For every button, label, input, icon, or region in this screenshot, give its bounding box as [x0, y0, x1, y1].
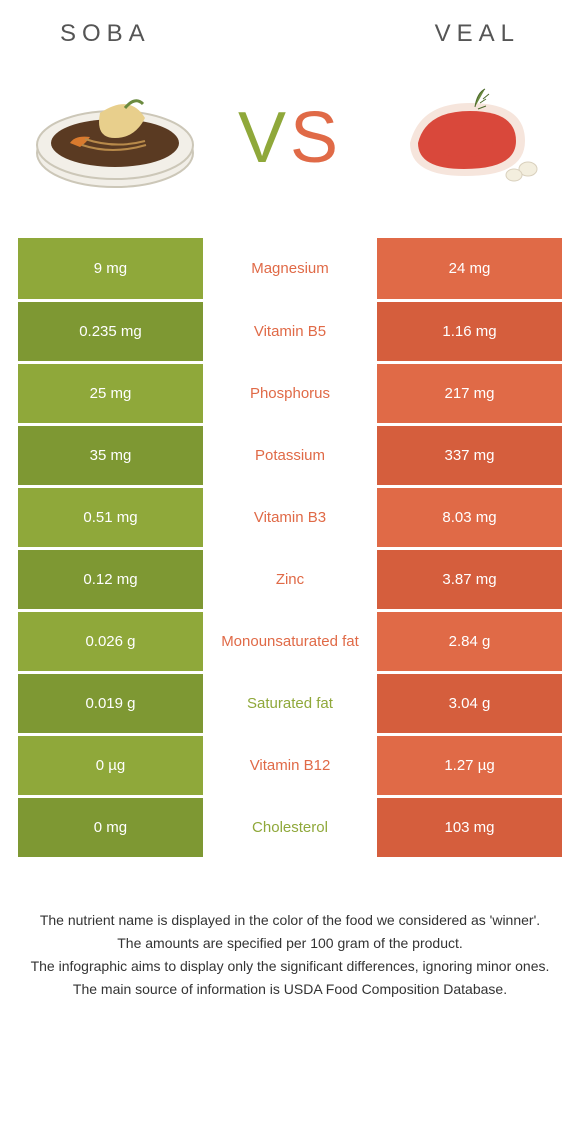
- veal-steak-icon: [380, 73, 550, 203]
- table-row: 0.12 mgZinc3.87 mg: [18, 548, 562, 610]
- soba-value-cell: 0.12 mg: [18, 548, 203, 610]
- veal-value-cell: 3.87 mg: [377, 548, 562, 610]
- veal-value-cell: 24 mg: [377, 238, 562, 300]
- soba-bowl-icon: [30, 73, 200, 203]
- nutrient-name-cell: Monounsaturated fat: [203, 610, 377, 672]
- soba-value-cell: 9 mg: [18, 238, 203, 300]
- footer-line-2: The amounts are specified per 100 gram o…: [30, 933, 550, 954]
- veal-value-cell: 1.27 µg: [377, 734, 562, 796]
- table-row: 0.019 gSaturated fat3.04 g: [18, 672, 562, 734]
- footer-notes: The nutrient name is displayed in the co…: [0, 860, 580, 1022]
- table-row: 0.026 gMonounsaturated fat2.84 g: [18, 610, 562, 672]
- table-row: 0.235 mgVitamin B51.16 mg: [18, 300, 562, 362]
- table-row: 0 mgCholesterol103 mg: [18, 796, 562, 858]
- footer-line-1: The nutrient name is displayed in the co…: [30, 910, 550, 931]
- veal-image: [380, 73, 550, 203]
- nutrient-name-cell: Phosphorus: [203, 362, 377, 424]
- soba-value-cell: 0 µg: [18, 734, 203, 796]
- nutrient-name-cell: Potassium: [203, 424, 377, 486]
- table-row: 35 mgPotassium337 mg: [18, 424, 562, 486]
- soba-value-cell: 0.019 g: [18, 672, 203, 734]
- soba-value-cell: 35 mg: [18, 424, 203, 486]
- table-row: 25 mgPhosphorus217 mg: [18, 362, 562, 424]
- soba-image: [30, 73, 200, 203]
- right-food-title: VEAL: [435, 20, 520, 48]
- table-row: 9 mgMagnesium24 mg: [18, 238, 562, 300]
- images-row: VS: [0, 58, 580, 238]
- vs-s-letter: S: [290, 98, 342, 178]
- nutrient-name-cell: Magnesium: [203, 238, 377, 300]
- soba-value-cell: 25 mg: [18, 362, 203, 424]
- veal-value-cell: 8.03 mg: [377, 486, 562, 548]
- vs-v-letter: V: [238, 98, 290, 178]
- nutrient-name-cell: Vitamin B5: [203, 300, 377, 362]
- soba-value-cell: 0.235 mg: [18, 300, 203, 362]
- table-row: 0.51 mgVitamin B38.03 mg: [18, 486, 562, 548]
- soba-value-cell: 0.026 g: [18, 610, 203, 672]
- nutrient-name-cell: Vitamin B3: [203, 486, 377, 548]
- nutrient-name-cell: Cholesterol: [203, 796, 377, 858]
- veal-value-cell: 217 mg: [377, 362, 562, 424]
- comparison-tbody: 9 mgMagnesium24 mg0.235 mgVitamin B51.16…: [18, 238, 562, 858]
- nutrient-name-cell: Vitamin B12: [203, 734, 377, 796]
- footer-line-4: The main source of information is USDA F…: [30, 979, 550, 1000]
- table-row: 0 µgVitamin B121.27 µg: [18, 734, 562, 796]
- soba-value-cell: 0.51 mg: [18, 486, 203, 548]
- veal-value-cell: 2.84 g: [377, 610, 562, 672]
- veal-value-cell: 1.16 mg: [377, 300, 562, 362]
- nutrient-name-cell: Saturated fat: [203, 672, 377, 734]
- veal-value-cell: 103 mg: [377, 796, 562, 858]
- comparison-table: 9 mgMagnesium24 mg0.235 mgVitamin B51.16…: [18, 238, 562, 860]
- left-food-title: SOBA: [60, 20, 151, 48]
- vs-label: VS: [238, 97, 342, 179]
- veal-value-cell: 337 mg: [377, 424, 562, 486]
- footer-line-3: The infographic aims to display only the…: [30, 956, 550, 977]
- comparison-table-wrap: 9 mgMagnesium24 mg0.235 mgVitamin B51.16…: [0, 238, 580, 860]
- nutrient-name-cell: Zinc: [203, 548, 377, 610]
- header-row: SOBA VEAL: [0, 0, 580, 58]
- soba-value-cell: 0 mg: [18, 796, 203, 858]
- veal-value-cell: 3.04 g: [377, 672, 562, 734]
